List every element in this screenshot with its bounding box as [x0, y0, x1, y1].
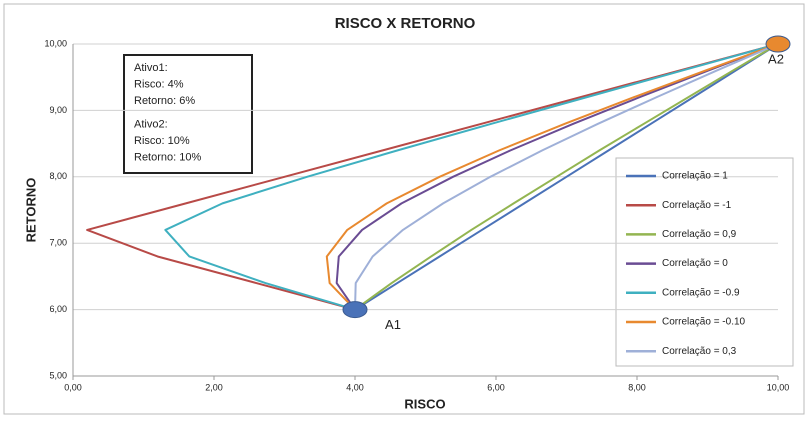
asset-label: A1 — [385, 317, 401, 332]
x-tick-label: 4,00 — [346, 382, 364, 392]
series-line — [354, 43, 779, 311]
info-text: Retorno: 6% — [134, 95, 195, 107]
asset-label: A2 — [768, 51, 784, 66]
y-tick-label: 9,00 — [49, 105, 67, 115]
series-line — [164, 43, 779, 311]
legend-label: Correlação = 0,9 — [662, 229, 737, 240]
x-tick-label: 6,00 — [487, 382, 505, 392]
y-tick-label: 10,00 — [44, 38, 67, 48]
info-text: Retorno: 10% — [134, 151, 201, 163]
series-line — [354, 43, 779, 310]
series-line — [325, 43, 779, 311]
y-tick-label: 7,00 — [49, 238, 67, 248]
x-tick-label: 2,00 — [205, 382, 223, 392]
x-tick-label: 8,00 — [628, 382, 646, 392]
asset-point — [765, 35, 791, 53]
series-line — [335, 43, 779, 311]
legend-label: Correlação = 0 — [662, 258, 728, 269]
y-tick-label: 8,00 — [49, 171, 67, 181]
y-tick-label: 5,00 — [49, 370, 67, 380]
legend-label: Correlação = -0.9 — [662, 287, 740, 298]
info-box — [123, 54, 253, 174]
y-axis-label: RETORNO — [23, 178, 38, 243]
legend-label: Correlação = -0.10 — [662, 317, 746, 328]
info-text: Ativo1: — [134, 62, 168, 74]
legend-label: Correlação = -1 — [662, 200, 732, 211]
legend-label: Correlação = 1 — [662, 171, 728, 182]
x-tick-label: 10,00 — [767, 382, 790, 392]
legend-box — [615, 157, 794, 367]
series-line — [354, 43, 779, 311]
info-text: Risco: 4% — [134, 78, 184, 90]
x-tick-label: 0,00 — [64, 382, 82, 392]
info-text: Ativo2: — [134, 118, 168, 130]
series-line — [86, 43, 779, 311]
chart-title: RISCO X RETORNO — [335, 15, 476, 32]
x-axis-label: RISCO — [404, 396, 445, 411]
info-text: Risco: 10% — [134, 135, 190, 147]
legend-label: Correlação = 0,3 — [662, 346, 737, 357]
asset-point — [342, 301, 368, 319]
y-tick-label: 6,00 — [49, 304, 67, 314]
